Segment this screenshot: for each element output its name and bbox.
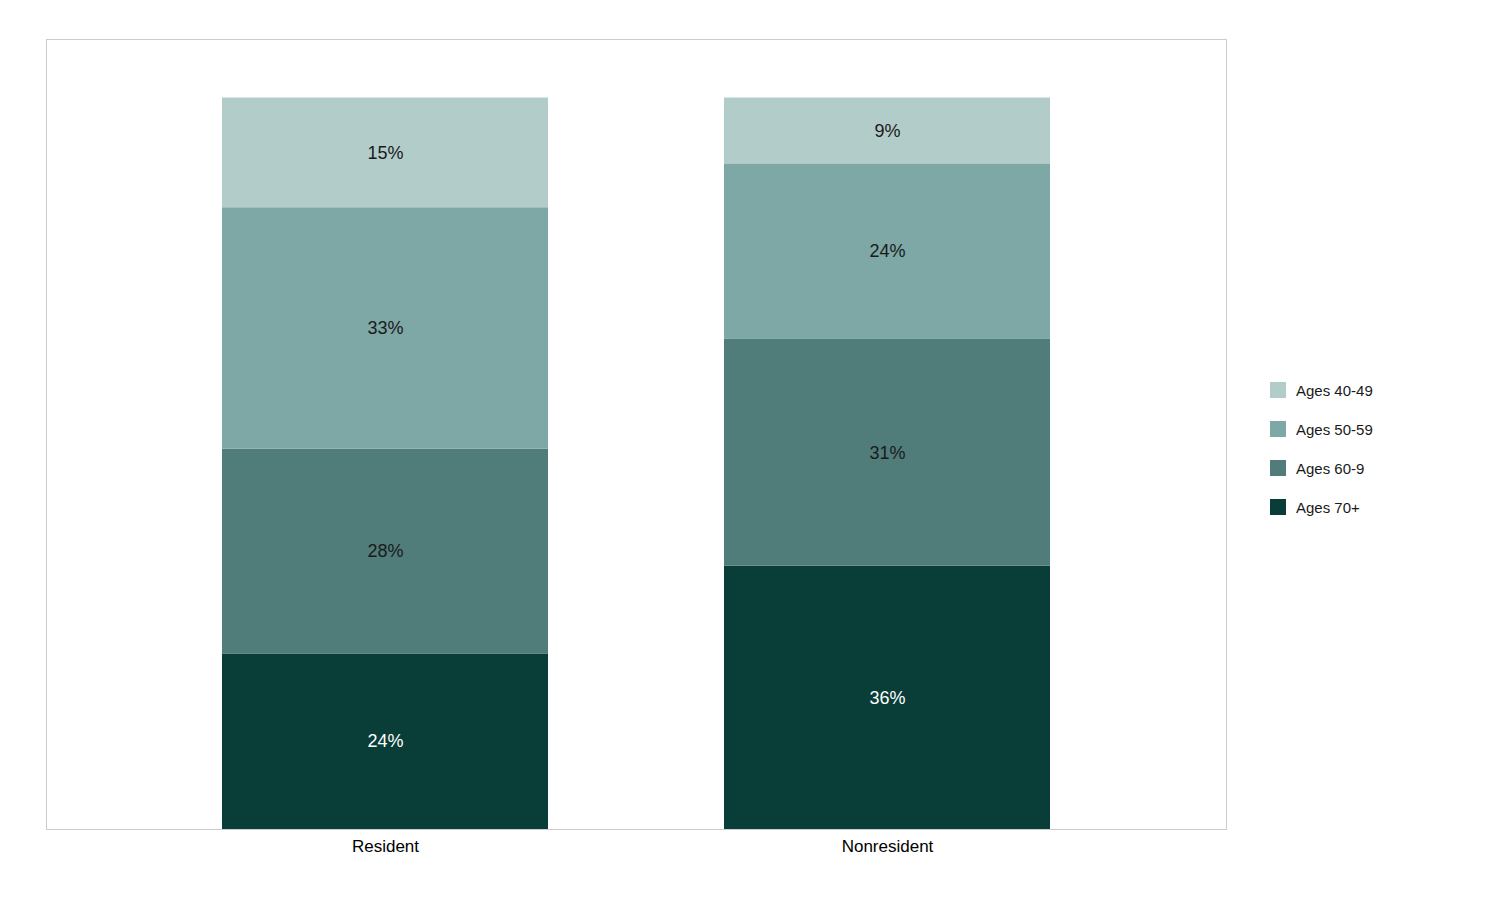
html-text:Ages 70+: Ages 70+ [1296,498,1360,516]
svg-text:15%: 15% [367,142,403,162]
html-text:Ages 50-59: Ages 50-59 [1296,420,1373,438]
svg-text:28%: 28% [367,541,403,561]
svg-text:24%: 24% [367,731,403,751]
svg-text:31%: 31% [869,442,905,462]
html-text:Ages 40-49: Ages 40-49 [1296,381,1373,399]
svg-text:9%: 9% [874,120,900,140]
svg-text:Resident: Resident [352,836,419,855]
svg-text:36%: 36% [869,687,905,707]
svg-text:Nonresident: Nonresident [842,836,934,855]
svg-text:24%: 24% [869,241,905,261]
html-text:Ages 60-9: Ages 60-9 [1296,459,1365,477]
svg-text:33%: 33% [367,318,403,338]
